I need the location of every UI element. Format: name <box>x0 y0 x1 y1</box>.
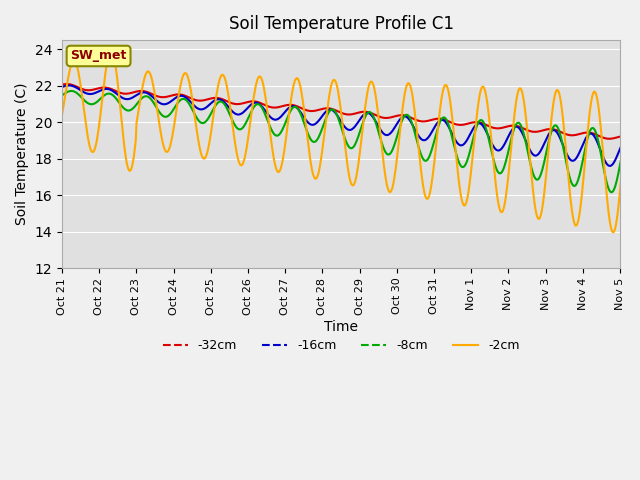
Title: Soil Temperature Profile C1: Soil Temperature Profile C1 <box>228 15 454 33</box>
-32cm <box>129 90 136 96</box>
-32cm <box>456 122 463 128</box>
-2cm <box>422 195 430 201</box>
-8cm <box>58 92 66 98</box>
-16cm <box>65 83 73 88</box>
-2cm <box>290 81 298 86</box>
-16cm <box>268 115 275 121</box>
-8cm <box>290 104 298 110</box>
-32cm <box>238 101 246 107</box>
Line: -8cm: -8cm <box>62 91 640 199</box>
-2cm <box>238 162 246 168</box>
Text: SW_met: SW_met <box>70 49 127 62</box>
-8cm <box>456 160 463 166</box>
-2cm <box>58 111 66 117</box>
Y-axis label: Soil Temperature (C): Soil Temperature (C) <box>15 83 29 225</box>
Line: -16cm: -16cm <box>62 85 640 171</box>
-8cm <box>67 88 75 94</box>
-16cm <box>129 95 136 100</box>
X-axis label: Time: Time <box>324 320 358 334</box>
-8cm <box>268 127 275 133</box>
-16cm <box>290 103 298 109</box>
-8cm <box>238 125 246 131</box>
-8cm <box>129 106 136 111</box>
-2cm <box>107 47 115 53</box>
-8cm <box>422 158 430 164</box>
-16cm <box>422 137 430 143</box>
Legend: -32cm, -16cm, -8cm, -2cm: -32cm, -16cm, -8cm, -2cm <box>157 335 524 358</box>
-32cm <box>63 81 70 87</box>
Line: -2cm: -2cm <box>62 50 640 239</box>
-32cm <box>290 102 298 108</box>
-16cm <box>456 142 463 148</box>
-16cm <box>58 84 66 90</box>
-32cm <box>268 105 275 110</box>
-16cm <box>238 110 246 116</box>
-2cm <box>456 182 463 188</box>
Line: -32cm: -32cm <box>62 84 640 142</box>
-32cm <box>58 82 66 87</box>
-2cm <box>129 161 136 167</box>
-2cm <box>268 141 275 146</box>
-32cm <box>422 119 430 124</box>
